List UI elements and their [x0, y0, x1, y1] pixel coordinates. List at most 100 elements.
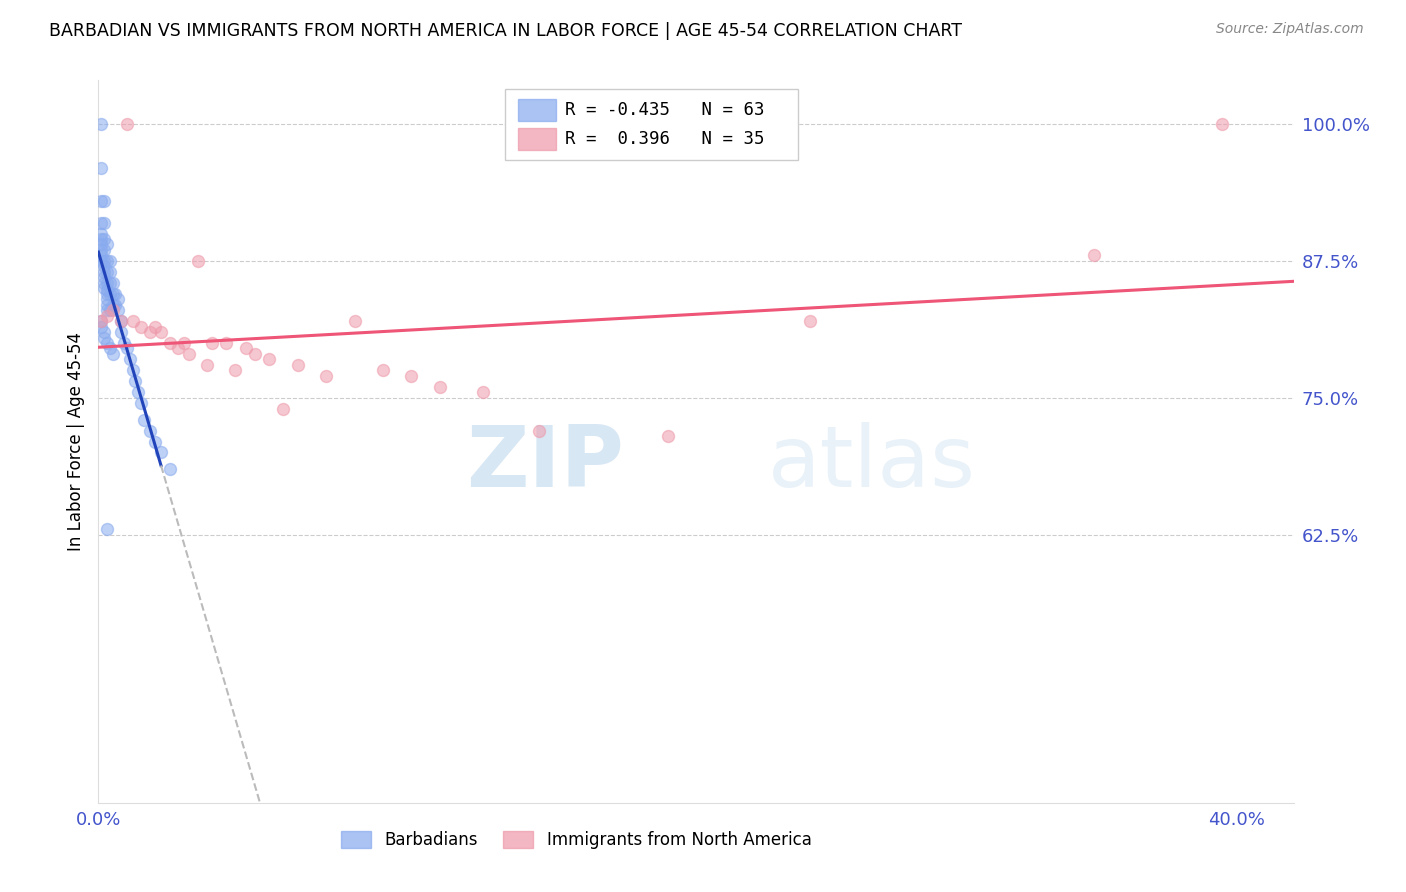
Point — [90, 216, 112, 230]
Point — [273, 401, 295, 416]
Point — [129, 396, 152, 410]
Point — [257, 352, 280, 367]
Point — [195, 358, 218, 372]
Text: ZIP: ZIP — [467, 422, 624, 505]
Point — [657, 429, 679, 443]
Point — [127, 385, 149, 400]
Point — [93, 281, 115, 295]
Point — [287, 358, 309, 372]
Text: BARBADIAN VS IMMIGRANTS FROM NORTH AMERICA IN LABOR FORCE | AGE 45-54 CORRELATIO: BARBADIAN VS IMMIGRANTS FROM NORTH AMERI… — [49, 22, 962, 40]
Point — [143, 319, 166, 334]
Point — [107, 303, 129, 318]
Point — [159, 462, 181, 476]
Point — [96, 286, 118, 301]
FancyBboxPatch shape — [517, 99, 557, 120]
Point — [96, 292, 118, 306]
Point — [150, 325, 173, 339]
Point — [93, 260, 115, 274]
Point — [1083, 248, 1105, 262]
Point — [96, 276, 118, 290]
Point — [98, 303, 121, 318]
Point — [93, 194, 115, 208]
Point — [343, 314, 366, 328]
Text: R =  0.396   N = 35: R = 0.396 N = 35 — [565, 130, 763, 148]
Point — [167, 342, 190, 356]
Point — [201, 336, 224, 351]
Point — [101, 286, 124, 301]
Point — [90, 227, 112, 241]
FancyBboxPatch shape — [517, 128, 557, 150]
Point — [93, 216, 115, 230]
Point — [243, 347, 266, 361]
Point — [96, 336, 118, 351]
Point — [98, 265, 121, 279]
Point — [115, 117, 138, 131]
Point — [96, 522, 118, 536]
Point — [98, 253, 121, 268]
Point — [215, 336, 238, 351]
Point — [235, 342, 257, 356]
Point — [90, 232, 112, 246]
Point — [110, 325, 132, 339]
Point — [129, 319, 152, 334]
Text: Source: ZipAtlas.com: Source: ZipAtlas.com — [1216, 22, 1364, 37]
Text: R = -0.435   N = 63: R = -0.435 N = 63 — [565, 101, 763, 119]
Point — [179, 347, 201, 361]
Point — [101, 303, 124, 318]
Point — [90, 243, 112, 257]
Point — [93, 325, 115, 339]
Point — [96, 237, 118, 252]
Point — [96, 284, 118, 298]
Point — [401, 368, 423, 383]
Point — [124, 374, 146, 388]
Point — [150, 445, 173, 459]
Point — [90, 161, 112, 175]
Point — [90, 117, 112, 131]
Point — [90, 314, 112, 328]
Point — [138, 424, 160, 438]
Point — [90, 314, 112, 328]
Point — [98, 276, 121, 290]
Point — [101, 347, 124, 361]
Point — [96, 298, 118, 312]
Point — [429, 380, 451, 394]
Point — [96, 303, 118, 318]
Point — [118, 352, 141, 367]
Point — [90, 194, 112, 208]
Point — [93, 265, 115, 279]
Point — [110, 314, 132, 328]
Point — [138, 325, 160, 339]
Point — [371, 363, 394, 377]
Point — [93, 276, 115, 290]
Text: atlas: atlas — [768, 422, 976, 505]
Point — [93, 270, 115, 285]
Point — [112, 336, 135, 351]
Point — [90, 319, 112, 334]
Point — [93, 243, 115, 257]
Point — [90, 237, 112, 252]
Point — [159, 336, 181, 351]
Point — [224, 363, 246, 377]
FancyBboxPatch shape — [505, 89, 797, 160]
Point — [90, 253, 112, 268]
Point — [101, 276, 124, 290]
Point — [121, 314, 143, 328]
Point — [132, 412, 155, 426]
Point — [101, 298, 124, 312]
Point — [121, 363, 143, 377]
Point — [107, 292, 129, 306]
Point — [93, 253, 115, 268]
Point — [799, 314, 821, 328]
Point — [173, 336, 195, 351]
Point — [1211, 117, 1233, 131]
Y-axis label: In Labor Force | Age 45-54: In Labor Force | Age 45-54 — [66, 332, 84, 551]
Point — [529, 424, 551, 438]
Point — [143, 434, 166, 449]
Point — [187, 253, 209, 268]
Point — [98, 342, 121, 356]
Point — [96, 253, 118, 268]
Point — [115, 342, 138, 356]
Point — [98, 286, 121, 301]
Point — [93, 232, 115, 246]
Point — [90, 248, 112, 262]
